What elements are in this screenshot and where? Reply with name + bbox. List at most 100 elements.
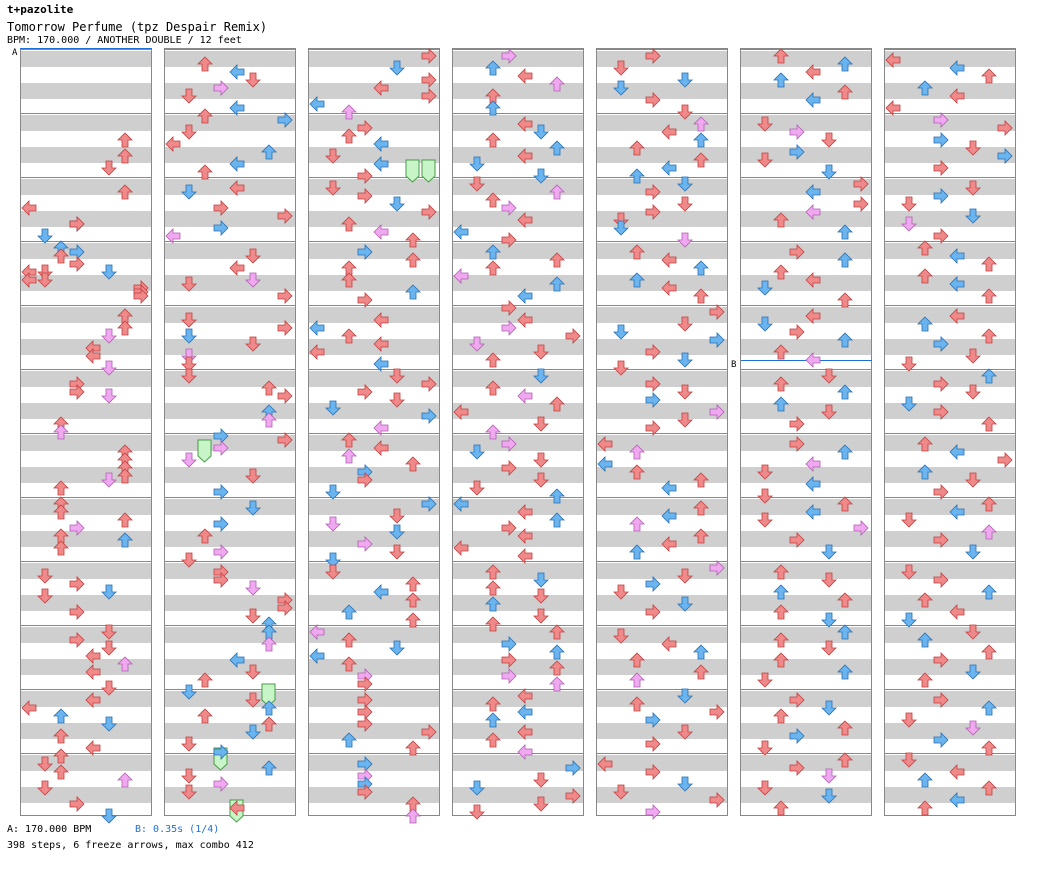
arrow-up-icon bbox=[549, 140, 565, 156]
arrow-down-icon bbox=[677, 176, 693, 192]
beat-stripe bbox=[309, 435, 439, 451]
measure-line bbox=[885, 113, 1015, 114]
arrow-down-icon bbox=[677, 776, 693, 792]
arrow-up-icon bbox=[981, 496, 997, 512]
arrow-left-icon bbox=[165, 228, 181, 244]
beat-stripe bbox=[885, 243, 1015, 259]
arrow-down-icon bbox=[181, 312, 197, 328]
arrow-up-icon bbox=[629, 168, 645, 184]
beat-stripe bbox=[885, 179, 1015, 195]
arrow-right-icon bbox=[501, 636, 517, 652]
arrow-down-icon bbox=[821, 572, 837, 588]
arrow-left-icon bbox=[885, 52, 901, 68]
beat-stripe bbox=[597, 627, 727, 643]
arrow-up-icon bbox=[117, 132, 133, 148]
arrow-down-icon bbox=[101, 160, 117, 176]
arrow-up-icon bbox=[981, 740, 997, 756]
arrow-right-icon bbox=[645, 576, 661, 592]
beat-stripe bbox=[21, 467, 151, 483]
arrow-up-icon bbox=[773, 800, 789, 816]
beat-stripe bbox=[309, 371, 439, 387]
arrow-right-icon bbox=[501, 652, 517, 668]
arrow-down-icon bbox=[181, 684, 197, 700]
arrow-left-icon bbox=[373, 336, 389, 352]
arrow-down-icon bbox=[677, 568, 693, 584]
arrow-down-icon bbox=[677, 104, 693, 120]
chart-column bbox=[596, 48, 728, 816]
measure-line bbox=[885, 241, 1015, 242]
arrow-up-icon bbox=[917, 800, 933, 816]
beat-stripe bbox=[597, 243, 727, 259]
arrow-left-icon bbox=[229, 180, 245, 196]
arrow-up-icon bbox=[341, 632, 357, 648]
arrow-up-icon bbox=[917, 464, 933, 480]
arrow-down-icon bbox=[181, 784, 197, 800]
arrow-left-icon bbox=[805, 184, 821, 200]
arrow-right-icon bbox=[421, 496, 437, 512]
arrow-down-icon bbox=[613, 324, 629, 340]
arrow-right-icon bbox=[277, 112, 293, 128]
arrow-left-icon bbox=[373, 584, 389, 600]
arrow-left-icon bbox=[517, 212, 533, 228]
arrow-down-icon bbox=[101, 584, 117, 600]
arrow-up-icon bbox=[629, 244, 645, 260]
arrow-up-icon bbox=[773, 564, 789, 580]
arrow-left-icon bbox=[661, 160, 677, 176]
arrow-right-icon bbox=[277, 320, 293, 336]
arrow-up-icon bbox=[981, 416, 997, 432]
measure-line bbox=[885, 305, 1015, 306]
arrow-down-icon bbox=[101, 640, 117, 656]
arrow-down-icon bbox=[181, 356, 197, 372]
measure-line bbox=[165, 753, 295, 754]
arrow-down-icon bbox=[757, 316, 773, 332]
arrow-right-icon bbox=[789, 144, 805, 160]
freeze-arrow bbox=[261, 683, 276, 707]
arrow-up-icon bbox=[53, 708, 69, 724]
arrow-down-icon bbox=[677, 688, 693, 704]
measure-line bbox=[21, 305, 151, 306]
arrow-down-icon bbox=[821, 544, 837, 560]
beat-stripe bbox=[597, 595, 727, 611]
measure-line bbox=[597, 369, 727, 370]
arrow-up-icon bbox=[773, 396, 789, 412]
arrow-right-icon bbox=[933, 376, 949, 392]
arrow-right-icon bbox=[645, 376, 661, 392]
arrow-up-icon bbox=[549, 396, 565, 412]
arrow-right-icon bbox=[789, 124, 805, 140]
arrow-up-icon bbox=[117, 320, 133, 336]
arrow-down-icon bbox=[325, 180, 341, 196]
arrow-right-icon bbox=[933, 112, 949, 128]
arrow-down-icon bbox=[245, 336, 261, 352]
arrow-down-icon bbox=[677, 596, 693, 612]
arrow-up-icon bbox=[837, 664, 853, 680]
arrow-up-icon bbox=[341, 432, 357, 448]
arrow-down-icon bbox=[757, 780, 773, 796]
arrow-left-icon bbox=[85, 692, 101, 708]
beat-stripe bbox=[21, 531, 151, 547]
marker-a-line bbox=[20, 48, 152, 49]
chart-column bbox=[452, 48, 584, 816]
measure-line bbox=[597, 49, 727, 50]
measure-line bbox=[597, 753, 727, 754]
arrow-left-icon bbox=[517, 744, 533, 760]
beat-stripe bbox=[741, 467, 871, 483]
arrow-down-icon bbox=[613, 360, 629, 376]
footer-stop: B: 0.35s (1/4) bbox=[135, 824, 220, 835]
arrow-down-icon bbox=[965, 140, 981, 156]
arrow-down-icon bbox=[901, 396, 917, 412]
beat-stripe bbox=[741, 403, 871, 419]
beat-stripe bbox=[309, 243, 439, 259]
arrow-up-icon bbox=[405, 232, 421, 248]
measure-line bbox=[885, 49, 1015, 50]
measure-line bbox=[165, 497, 295, 498]
arrow-down-icon bbox=[245, 664, 261, 680]
arrow-left-icon bbox=[805, 92, 821, 108]
beat-stripe bbox=[21, 275, 151, 291]
arrow-right-icon bbox=[357, 384, 373, 400]
arrow-right-icon bbox=[789, 324, 805, 340]
arrow-down-icon bbox=[101, 808, 117, 824]
beat-stripe bbox=[309, 307, 439, 323]
arrow-right-icon bbox=[933, 732, 949, 748]
arrow-down-icon bbox=[757, 280, 773, 296]
arrow-right-icon bbox=[709, 792, 725, 808]
